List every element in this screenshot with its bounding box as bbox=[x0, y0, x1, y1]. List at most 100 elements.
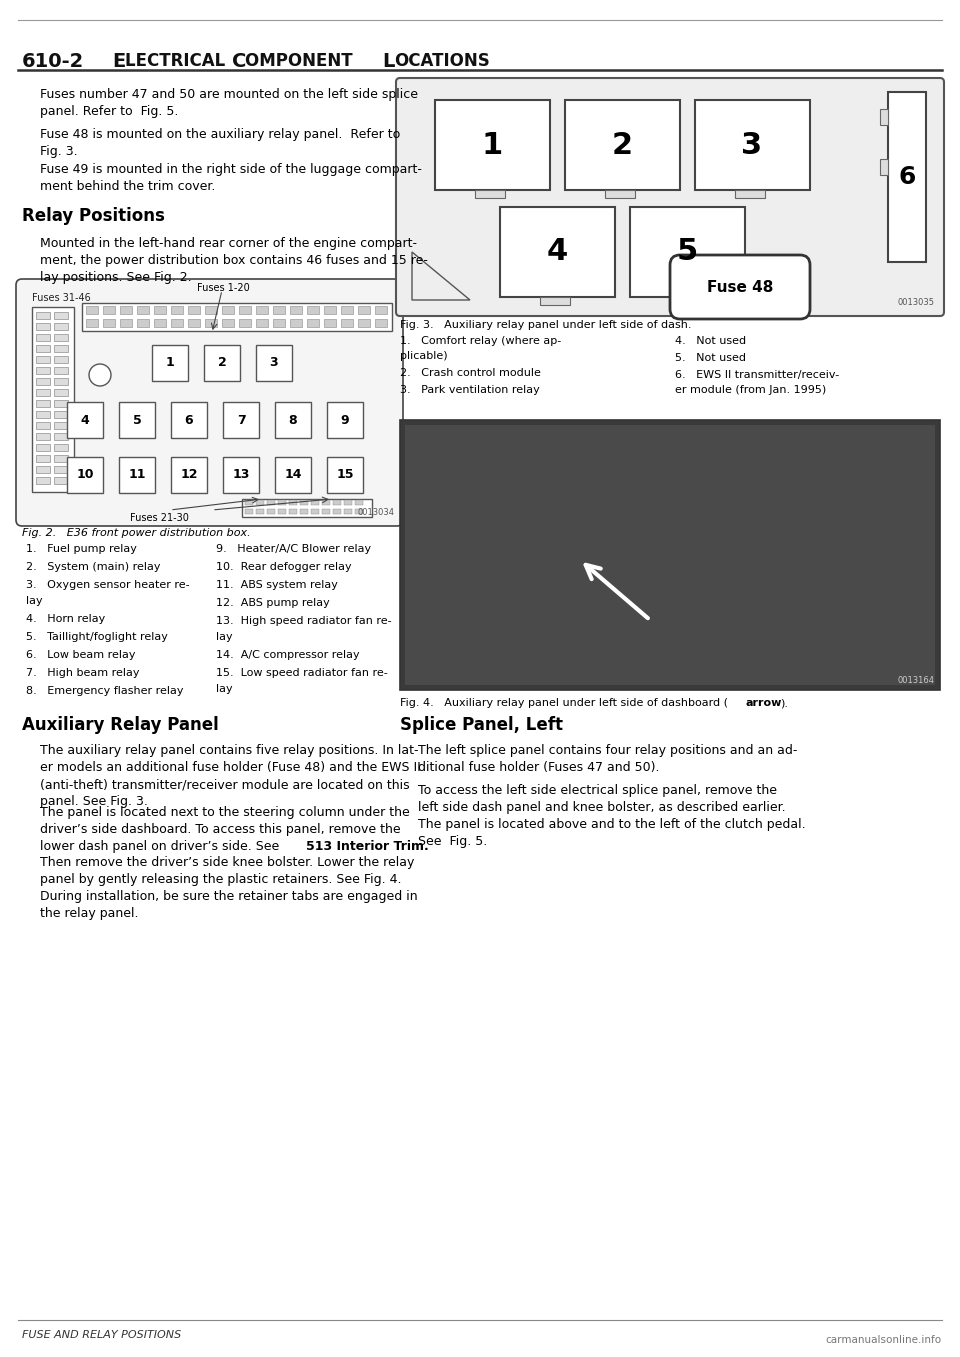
Bar bbox=[204, 345, 240, 381]
Bar bbox=[36, 323, 50, 330]
Bar bbox=[540, 297, 570, 305]
Text: 6: 6 bbox=[184, 414, 193, 426]
Bar bbox=[36, 455, 50, 461]
Bar bbox=[36, 411, 50, 418]
Bar bbox=[54, 356, 68, 364]
Bar bbox=[300, 509, 308, 514]
Bar bbox=[223, 457, 259, 493]
Text: 12.  ABS pump relay: 12. ABS pump relay bbox=[216, 598, 329, 608]
Bar bbox=[475, 100, 505, 109]
Bar bbox=[222, 319, 234, 327]
Bar bbox=[54, 323, 68, 330]
Bar bbox=[435, 100, 550, 190]
Text: 3.   Oxygen sensor heater re-: 3. Oxygen sensor heater re- bbox=[26, 579, 190, 590]
Text: 3: 3 bbox=[270, 357, 278, 369]
Polygon shape bbox=[412, 252, 470, 300]
Bar bbox=[120, 319, 132, 327]
Bar bbox=[565, 100, 680, 190]
Text: 13: 13 bbox=[232, 468, 250, 482]
Text: arrow: arrow bbox=[746, 697, 782, 708]
Text: 8: 8 bbox=[289, 414, 298, 426]
Text: 12: 12 bbox=[180, 468, 198, 482]
Text: Relay Positions: Relay Positions bbox=[22, 208, 165, 225]
Text: 0013164: 0013164 bbox=[898, 676, 935, 685]
Bar bbox=[500, 208, 615, 297]
Bar bbox=[54, 411, 68, 418]
Text: 4.   Not used: 4. Not used bbox=[675, 337, 746, 346]
Text: 513 Interior Trim.: 513 Interior Trim. bbox=[306, 840, 429, 854]
Bar bbox=[327, 402, 363, 438]
Text: ).: ). bbox=[780, 697, 788, 708]
Text: C: C bbox=[232, 52, 247, 71]
Bar bbox=[375, 305, 387, 313]
Text: 4: 4 bbox=[81, 414, 89, 426]
Text: 5.   Taillight/foglight relay: 5. Taillight/foglight relay bbox=[26, 632, 168, 642]
Text: 3.   Park ventilation relay: 3. Park ventilation relay bbox=[400, 385, 540, 395]
Text: 5: 5 bbox=[132, 414, 141, 426]
Bar bbox=[344, 499, 352, 505]
Bar bbox=[36, 444, 50, 451]
Bar bbox=[54, 366, 68, 375]
Bar bbox=[36, 345, 50, 351]
Text: 4: 4 bbox=[546, 237, 567, 266]
Text: 10: 10 bbox=[76, 468, 94, 482]
Text: OCATIONS: OCATIONS bbox=[394, 52, 490, 71]
FancyBboxPatch shape bbox=[670, 255, 810, 319]
Bar bbox=[289, 499, 297, 505]
Text: er module (from Jan. 1995): er module (from Jan. 1995) bbox=[675, 385, 827, 395]
Bar bbox=[67, 402, 103, 438]
Bar bbox=[242, 499, 372, 517]
Bar bbox=[256, 319, 268, 327]
Bar bbox=[341, 305, 353, 313]
Text: The auxiliary relay panel contains five relay positions. In lat-
er models an ad: The auxiliary relay panel contains five … bbox=[40, 744, 420, 807]
Text: 2: 2 bbox=[218, 357, 227, 369]
Text: 1.   Comfort relay (where ap-: 1. Comfort relay (where ap- bbox=[400, 337, 562, 346]
Bar bbox=[256, 305, 268, 313]
Bar bbox=[154, 305, 166, 313]
Bar bbox=[290, 319, 302, 327]
Bar bbox=[54, 389, 68, 396]
Text: 0013035: 0013035 bbox=[898, 299, 935, 307]
FancyBboxPatch shape bbox=[396, 77, 944, 316]
Text: Fuses 1-20: Fuses 1-20 bbox=[197, 284, 250, 293]
Bar bbox=[54, 400, 68, 407]
Bar bbox=[171, 319, 183, 327]
Text: 14.  A/C compressor relay: 14. A/C compressor relay bbox=[216, 650, 360, 660]
Text: 1.   Fuel pump relay: 1. Fuel pump relay bbox=[26, 544, 137, 554]
Bar bbox=[333, 509, 341, 514]
Text: FUSE AND RELAY POSITIONS: FUSE AND RELAY POSITIONS bbox=[22, 1330, 181, 1339]
Bar bbox=[311, 499, 319, 505]
Bar bbox=[307, 305, 319, 313]
Bar bbox=[307, 319, 319, 327]
Text: 1: 1 bbox=[166, 357, 175, 369]
Bar bbox=[222, 305, 234, 313]
Bar bbox=[239, 305, 251, 313]
Bar bbox=[36, 312, 50, 319]
Bar bbox=[54, 433, 68, 440]
Text: Auxiliary Relay Panel: Auxiliary Relay Panel bbox=[22, 716, 219, 734]
Text: 15: 15 bbox=[336, 468, 353, 482]
Bar bbox=[54, 345, 68, 351]
Text: Fig. 3.   Auxiliary relay panel under left side of dash.: Fig. 3. Auxiliary relay panel under left… bbox=[400, 320, 691, 330]
Bar bbox=[327, 457, 363, 493]
Bar bbox=[32, 307, 74, 493]
Bar bbox=[275, 402, 311, 438]
Text: OMPONENT: OMPONENT bbox=[245, 52, 358, 71]
Bar bbox=[322, 509, 330, 514]
Text: 4.   Horn relay: 4. Horn relay bbox=[26, 613, 106, 624]
Bar bbox=[267, 509, 275, 514]
Text: 2: 2 bbox=[612, 130, 633, 160]
Bar bbox=[171, 457, 207, 493]
Bar bbox=[86, 319, 98, 327]
Bar bbox=[358, 305, 370, 313]
Bar bbox=[239, 319, 251, 327]
Bar bbox=[341, 319, 353, 327]
Bar bbox=[119, 402, 155, 438]
Bar bbox=[324, 319, 336, 327]
Bar bbox=[171, 305, 183, 313]
Text: 6.   EWS II transmitter/receiv-: 6. EWS II transmitter/receiv- bbox=[675, 370, 839, 380]
Bar bbox=[256, 509, 264, 514]
Bar bbox=[355, 499, 363, 505]
Bar bbox=[36, 422, 50, 429]
Bar bbox=[278, 499, 286, 505]
